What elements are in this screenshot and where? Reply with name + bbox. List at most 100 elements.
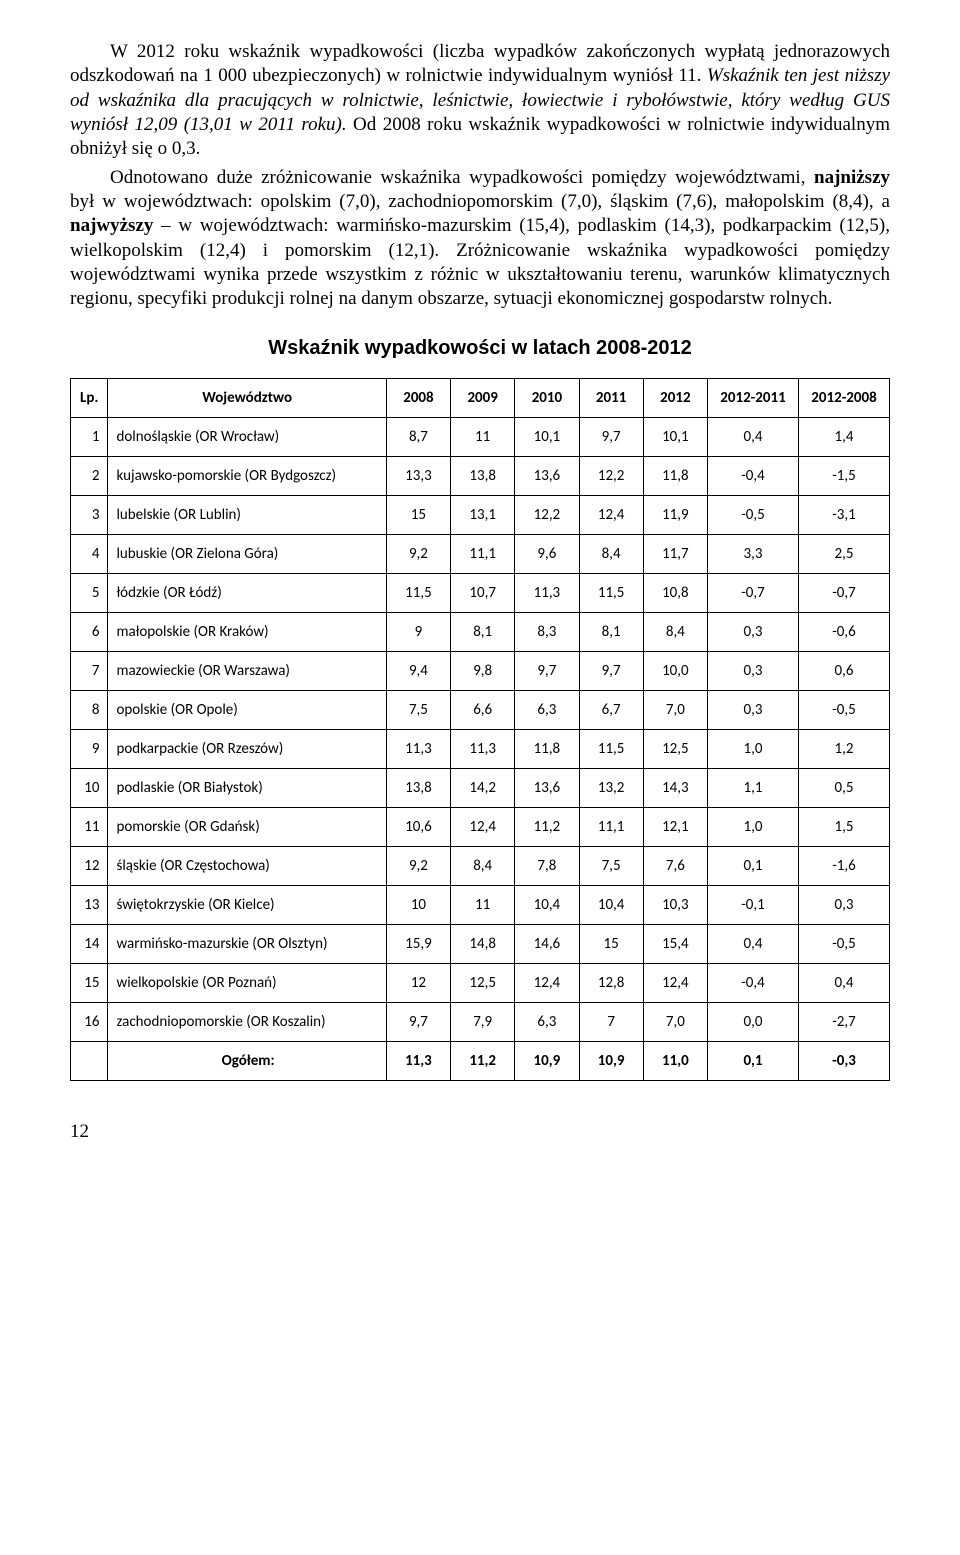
cell-value: 0,3 <box>707 613 798 652</box>
cell-lp: 16 <box>71 1003 108 1042</box>
cell-value: -0,6 <box>798 613 889 652</box>
table-row: 9podkarpackie (OR Rzeszów)11,311,311,811… <box>71 730 890 769</box>
cell-lp: 9 <box>71 730 108 769</box>
cell-total-label: Ogółem: <box>108 1042 386 1081</box>
cell-value: -0,7 <box>798 574 889 613</box>
cell-value: 11,3 <box>386 1042 450 1081</box>
cell-name: łódzkie (OR Łódź) <box>108 574 386 613</box>
cell-name: podkarpackie (OR Rzeszów) <box>108 730 386 769</box>
col-2008: 2008 <box>386 379 450 418</box>
p2-text-c: – w województwach: warmińsko-mazurskim (… <box>70 215 890 309</box>
cell-value: 7,5 <box>386 691 450 730</box>
cell-lp: 6 <box>71 613 108 652</box>
cell-value: -0,4 <box>707 964 798 1003</box>
cell-value: 11 <box>451 886 515 925</box>
table-row: 10podlaskie (OR Białystok)13,814,213,613… <box>71 769 890 808</box>
cell-value: 13,8 <box>386 769 450 808</box>
cell-value: 10,1 <box>515 418 579 457</box>
cell-value: 9,2 <box>386 535 450 574</box>
cell-lp: 8 <box>71 691 108 730</box>
table-row: 1dolnośląskie (OR Wrocław)8,71110,19,710… <box>71 418 890 457</box>
cell-value: 8,1 <box>451 613 515 652</box>
cell-name: pomorskie (OR Gdańsk) <box>108 808 386 847</box>
cell-name: zachodniopomorskie (OR Koszalin) <box>108 1003 386 1042</box>
cell-value: 0,0 <box>707 1003 798 1042</box>
cell-value: 0,3 <box>707 652 798 691</box>
cell-value: 13,2 <box>579 769 643 808</box>
cell-value: 1,4 <box>798 418 889 457</box>
cell-value: 11,7 <box>643 535 707 574</box>
paragraph-1: W 2012 roku wskaźnik wypadkowości (liczb… <box>70 40 890 162</box>
cell-value: 11,5 <box>579 574 643 613</box>
cell-value: 12,4 <box>579 496 643 535</box>
p2-bold-2: najwyższy <box>70 215 153 236</box>
cell-value: 10,0 <box>643 652 707 691</box>
cell-value: 11,9 <box>643 496 707 535</box>
page-number: 12 <box>70 1121 890 1143</box>
table-row: 2kujawsko-pomorskie (OR Bydgoszcz)13,313… <box>71 457 890 496</box>
cell-value: 14,2 <box>451 769 515 808</box>
cell-value: 0,3 <box>798 886 889 925</box>
cell-value: 1,1 <box>707 769 798 808</box>
table-row: 12śląskie (OR Częstochowa)9,28,47,87,57,… <box>71 847 890 886</box>
table-header-row: Lp. Województwo 2008 2009 2010 2011 2012… <box>71 379 890 418</box>
cell-value: 8,4 <box>451 847 515 886</box>
cell-value: 9,6 <box>515 535 579 574</box>
table-row: 14warmińsko-mazurskie (OR Olsztyn)15,914… <box>71 925 890 964</box>
col-2010: 2010 <box>515 379 579 418</box>
cell-value: 12,2 <box>515 496 579 535</box>
cell-value: 8,1 <box>579 613 643 652</box>
cell-name: świętokrzyskie (OR Kielce) <box>108 886 386 925</box>
cell-value: -0,7 <box>707 574 798 613</box>
cell-name: małopolskie (OR Kraków) <box>108 613 386 652</box>
cell-value: 14,8 <box>451 925 515 964</box>
cell-value: 13,6 <box>515 457 579 496</box>
cell-value: 0,4 <box>707 925 798 964</box>
cell-value: 12,1 <box>643 808 707 847</box>
cell-name: mazowieckie (OR Warszawa) <box>108 652 386 691</box>
cell-name: warmińsko-mazurskie (OR Olsztyn) <box>108 925 386 964</box>
cell-value: 1,0 <box>707 730 798 769</box>
cell-value: 6,6 <box>451 691 515 730</box>
cell-value: -1,6 <box>798 847 889 886</box>
cell-value: -0,3 <box>798 1042 889 1081</box>
cell-value: 0,1 <box>707 1042 798 1081</box>
cell-value: 8,3 <box>515 613 579 652</box>
cell-value: 9 <box>386 613 450 652</box>
cell-value: 12,4 <box>643 964 707 1003</box>
cell-value: 13,1 <box>451 496 515 535</box>
cell-value: 10 <box>386 886 450 925</box>
cell-value: 13,3 <box>386 457 450 496</box>
table-body: 1dolnośląskie (OR Wrocław)8,71110,19,710… <box>71 418 890 1081</box>
cell-name: wielkopolskie (OR Poznań) <box>108 964 386 1003</box>
cell-value: 11,5 <box>579 730 643 769</box>
cell-value: 12 <box>386 964 450 1003</box>
cell-value: 10,3 <box>643 886 707 925</box>
paragraph-2: Odnotowano duże zróżnicowanie wskaźnika … <box>70 166 890 312</box>
cell-value: 11,2 <box>451 1042 515 1081</box>
cell-lp: 10 <box>71 769 108 808</box>
cell-value: 2,5 <box>798 535 889 574</box>
col-lp: Lp. <box>71 379 108 418</box>
cell-value: 12,4 <box>515 964 579 1003</box>
cell-name: śląskie (OR Częstochowa) <box>108 847 386 886</box>
cell-value: 13,6 <box>515 769 579 808</box>
cell-name: lubuskie (OR Zielona Góra) <box>108 535 386 574</box>
cell-value: 9,8 <box>451 652 515 691</box>
cell-value: 1,2 <box>798 730 889 769</box>
cell-lp: 3 <box>71 496 108 535</box>
cell-value: 11,3 <box>386 730 450 769</box>
table-row: 13świętokrzyskie (OR Kielce)101110,410,4… <box>71 886 890 925</box>
cell-value: 10,9 <box>515 1042 579 1081</box>
cell-value: 11,1 <box>579 808 643 847</box>
col-2012: 2012 <box>643 379 707 418</box>
cell-value: 7 <box>579 1003 643 1042</box>
cell-value: -0,5 <box>707 496 798 535</box>
cell-value: 9,2 <box>386 847 450 886</box>
cell-value: 10,1 <box>643 418 707 457</box>
cell-value: -0,5 <box>798 925 889 964</box>
cell-value: -2,7 <box>798 1003 889 1042</box>
cell-value: 15 <box>579 925 643 964</box>
cell-value: 1,5 <box>798 808 889 847</box>
cell-lp: 13 <box>71 886 108 925</box>
